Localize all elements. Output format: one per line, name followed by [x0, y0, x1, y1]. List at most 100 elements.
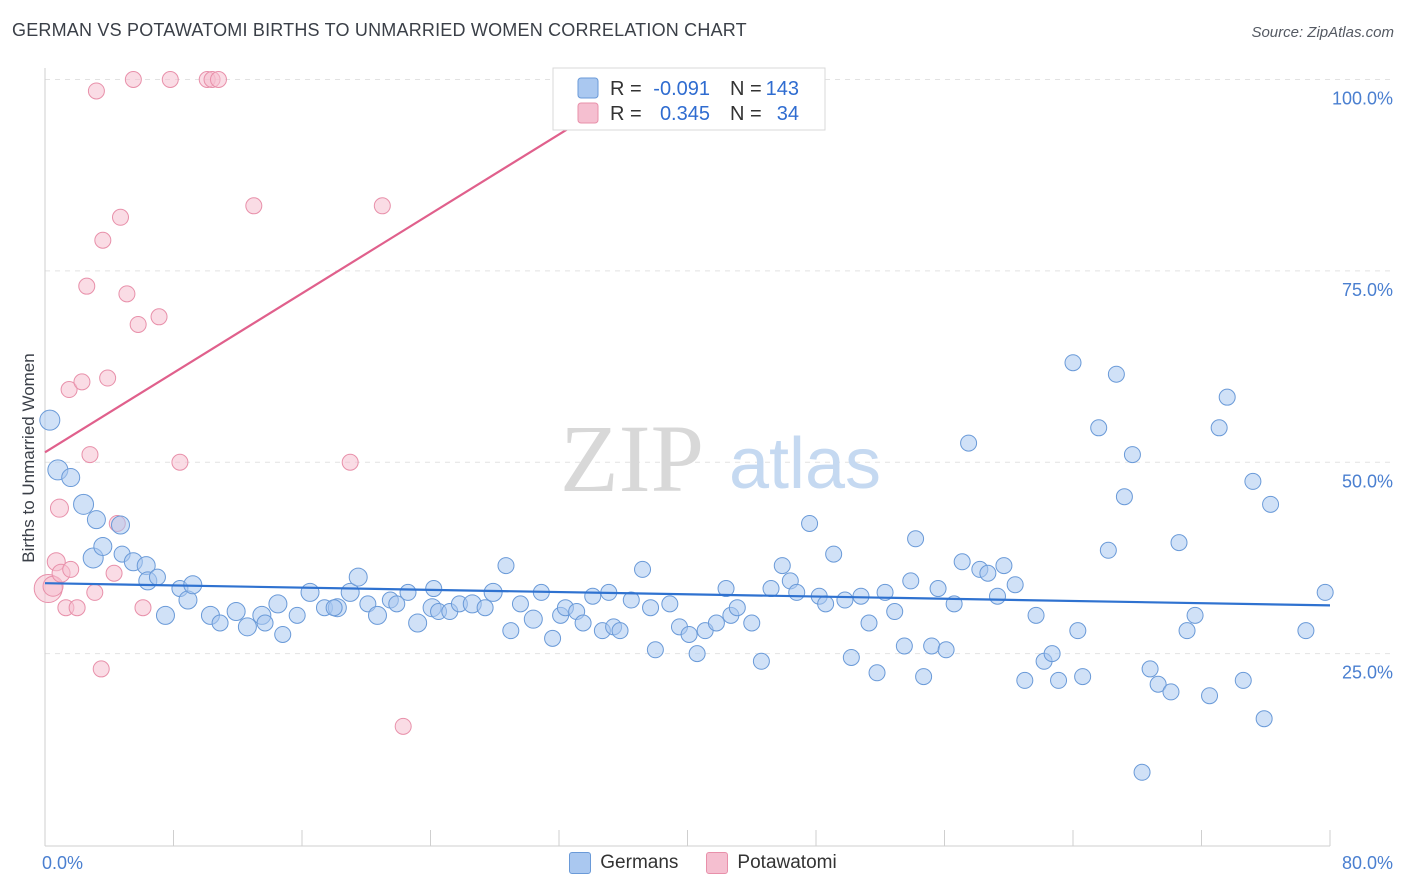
german-point	[1006, 576, 1024, 594]
potawatomi-r-value: 0.345	[660, 103, 710, 125]
german-point	[611, 622, 629, 640]
german-point	[825, 545, 843, 563]
potawatomi-point	[118, 285, 136, 303]
potawatomi-point	[394, 717, 412, 735]
source-credit: Source: ZipAtlas.com	[1251, 24, 1394, 41]
german-point	[1133, 763, 1151, 781]
potawatomi-point	[150, 308, 168, 326]
german-point	[646, 641, 664, 659]
legend-label-potawatomi: Potawatomi	[737, 852, 837, 873]
german-point	[762, 580, 780, 598]
german-point	[544, 629, 562, 647]
german-point	[1050, 671, 1068, 689]
german-point	[1115, 488, 1133, 506]
german-point	[979, 564, 997, 582]
german-point	[817, 595, 835, 613]
german-point	[876, 583, 894, 601]
german-trend-line	[44, 582, 1331, 607]
german-r-value: -0.091	[653, 78, 710, 100]
german-r-label: R =	[610, 78, 642, 100]
german-point	[836, 591, 854, 609]
german-point	[868, 664, 886, 682]
potawatomi-point	[68, 599, 86, 617]
legend-item-potawatomi[interactable]: Potawatomi	[706, 852, 837, 874]
german-point	[584, 587, 602, 605]
german-n-label: N =	[730, 78, 762, 100]
german-point	[1218, 388, 1236, 406]
german-point	[801, 514, 819, 532]
potawatomi-point	[111, 208, 129, 226]
german-point	[622, 591, 640, 609]
german-point	[483, 582, 503, 602]
potawatomi-point	[129, 315, 147, 333]
german-point	[1244, 472, 1262, 490]
german-point	[1123, 446, 1141, 464]
german-point	[268, 594, 288, 614]
potawatomi-point	[105, 564, 123, 582]
german-point	[73, 493, 95, 515]
german-point	[86, 510, 106, 530]
german-point	[788, 583, 806, 601]
x-tick-label-max: 80.0%	[1342, 853, 1393, 873]
legend-item-germans[interactable]: Germans	[569, 852, 678, 874]
y-tick-label-25: 25.0%	[1342, 663, 1393, 683]
german-point	[1316, 583, 1334, 601]
german-point	[574, 614, 592, 632]
german-point	[902, 572, 920, 590]
german-point	[1141, 660, 1159, 678]
potawatomi-point	[373, 197, 391, 215]
potawatomi-point	[124, 71, 142, 88]
german-point	[1043, 645, 1061, 663]
german-point	[1107, 365, 1125, 383]
y-tick-label-100: 100.0%	[1332, 89, 1393, 109]
german-point	[915, 668, 933, 686]
german-point	[110, 515, 130, 535]
potawatomi-point	[73, 373, 91, 391]
axes	[44, 68, 1331, 847]
german-point	[1234, 671, 1252, 689]
potawatomi-point	[171, 453, 189, 471]
potawatomi-point	[92, 660, 110, 678]
german-point	[211, 614, 229, 632]
potawatomi-point	[49, 498, 69, 518]
german-point	[523, 609, 543, 629]
potawatomi-point	[87, 82, 105, 100]
german-point	[1162, 683, 1180, 701]
german-point	[300, 582, 320, 602]
potawatomi-point	[78, 277, 96, 295]
potawatomi-point	[94, 231, 112, 249]
german-point	[1255, 710, 1273, 728]
german-point	[773, 557, 791, 575]
german-point	[39, 409, 61, 431]
potawatomi-point	[62, 560, 80, 578]
german-point	[953, 553, 971, 571]
trend-lines	[44, 70, 1331, 607]
potawatomi-points	[33, 71, 412, 735]
chart-title: GERMAN VS POTAWATOMI BIRTHS TO UNMARRIED…	[12, 20, 747, 40]
german-point	[1210, 419, 1228, 437]
y-axis-label: Births to Unmarried Women	[19, 353, 38, 562]
stats-legend: R = -0.091 N = 143 R = 0.345 N = 34	[552, 67, 826, 131]
german-point	[408, 613, 428, 633]
german-point	[923, 637, 941, 655]
german-point	[511, 595, 529, 613]
german-point	[1090, 419, 1108, 437]
potawatomi-trend-line	[44, 70, 661, 454]
german-point	[399, 583, 417, 601]
german-n-value: 143	[766, 78, 799, 100]
german-point	[680, 625, 698, 643]
german-point	[661, 595, 679, 613]
german-point	[256, 614, 274, 632]
potawatomi-point	[134, 599, 152, 617]
german-point	[707, 614, 725, 632]
german-point	[476, 599, 494, 617]
german-point	[348, 567, 368, 587]
german-point	[1099, 541, 1117, 559]
german-point	[1178, 622, 1196, 640]
german-point	[1149, 675, 1167, 693]
german-point	[155, 605, 175, 625]
german-point	[728, 599, 746, 617]
potawatomi-point	[341, 453, 359, 471]
german-point	[929, 580, 947, 598]
